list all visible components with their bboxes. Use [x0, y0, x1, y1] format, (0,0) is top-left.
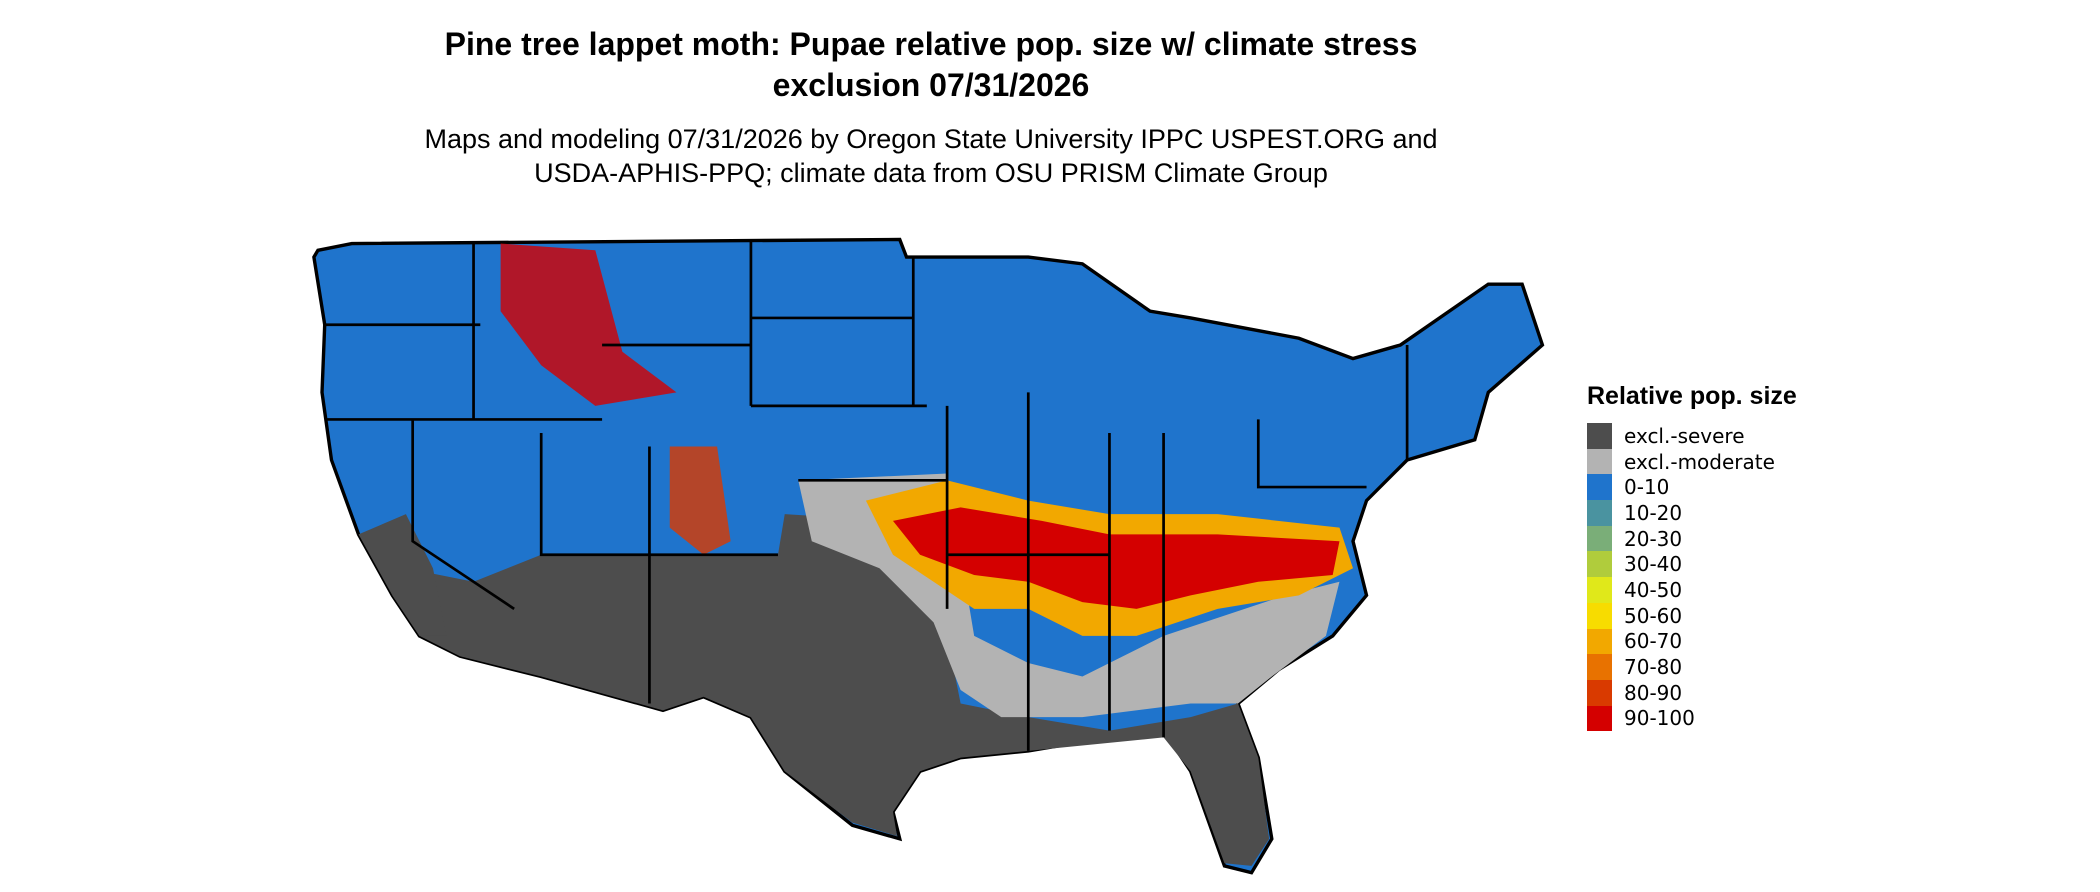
map-title: Pine tree lappet moth: Pupae relative po…: [444, 26, 1418, 103]
legend-label: 20-30: [1624, 526, 1683, 551]
legend-swatch: [1587, 474, 1612, 501]
legend-item: 50-60: [1587, 602, 1797, 629]
legend-swatch: [1587, 628, 1612, 655]
legend-item: 20-30: [1587, 525, 1797, 552]
legend: Relative pop. size excl.-severe excl.-mod…: [1587, 382, 1797, 732]
legend-swatch: [1587, 679, 1612, 706]
legend-label: 50-60: [1624, 603, 1683, 628]
legend-swatch: [1587, 602, 1612, 629]
legend-swatch: [1587, 500, 1612, 526]
legend-item: 90-100: [1587, 705, 1797, 732]
map-subtitle: Maps and modeling 07/31/2026 by Oregon S…: [424, 124, 1438, 188]
legend-label: 0-10: [1624, 475, 1670, 500]
legend-items: excl.-severe excl.-moderate 0-10 10-20 20-30…: [1587, 423, 1797, 732]
legend-item: 40-50: [1587, 577, 1797, 603]
legend-swatch: [1587, 423, 1612, 449]
legend-label: 90-100: [1624, 706, 1695, 731]
border: [324, 239, 1409, 751]
legend-label: 70-80: [1624, 655, 1683, 680]
legend-swatch: [1587, 705, 1612, 732]
legend-swatch: [1587, 551, 1612, 578]
legend-item: 70-80: [1587, 654, 1797, 680]
legend-item: 30-40: [1587, 551, 1797, 578]
legend-label: 30-40: [1624, 552, 1683, 577]
legend-item: excl.-moderate: [1587, 448, 1797, 475]
legend-swatch: [1587, 577, 1612, 603]
state-borders: [324, 239, 1409, 751]
legend-swatch: [1587, 654, 1612, 680]
legend-item: 10-20: [1587, 500, 1797, 526]
legend-label: 60-70: [1624, 629, 1683, 654]
legend-label: 80-90: [1624, 680, 1683, 705]
northwest-hotspots: [500, 243, 677, 406]
legend-label: excl.-severe: [1624, 423, 1745, 448]
excl-severe-region: [392, 514, 1270, 866]
legend-label: 40-50: [1624, 577, 1683, 602]
legend-label: 10-20: [1624, 500, 1683, 525]
legend-swatch: [1587, 525, 1612, 552]
california-excl: [358, 514, 447, 636]
map-body: [312, 237, 1545, 875]
legend-item: 80-90: [1587, 679, 1797, 706]
legend-item: 0-10: [1587, 474, 1797, 501]
max-pop-band: [892, 507, 1340, 609]
colorado-hotspots: [669, 446, 731, 555]
legend-item: excl.-severe: [1587, 423, 1797, 449]
legend-label: excl.-moderate: [1624, 449, 1775, 474]
legend-item: 60-70: [1587, 628, 1797, 655]
legend-title: Relative pop. size: [1587, 382, 1797, 410]
legend-swatch: [1587, 448, 1612, 475]
